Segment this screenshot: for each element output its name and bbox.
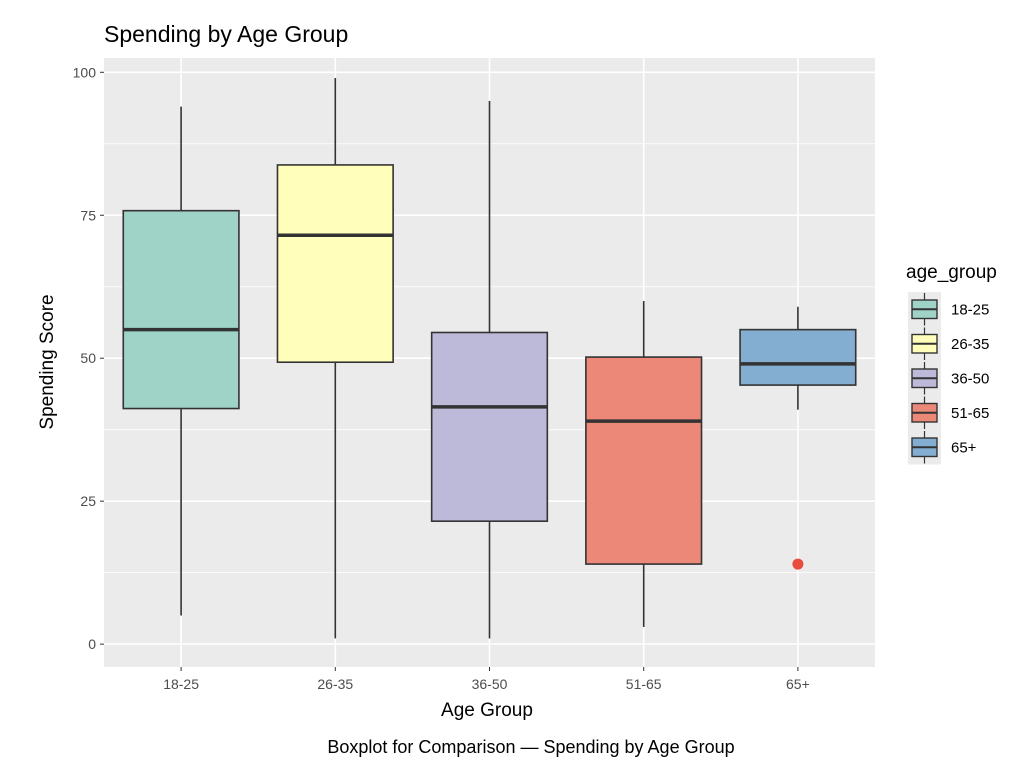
legend-label: 51-65 [951,405,989,422]
legend-title: age_group [906,262,997,283]
box-51-65 [585,301,703,627]
legend-label: 18-25 [951,301,989,318]
chart-caption: Boxplot for Comparison — Spending by Age… [327,737,734,757]
box-iqr [739,328,857,386]
y-tick-label: 75 [80,207,96,223]
box-18-25 [122,106,240,616]
y-tick-label: 25 [80,493,96,509]
box-iqr [276,164,394,364]
y-tick-label: 50 [80,350,96,366]
legend-item-36-50: 36-50 [908,361,989,396]
x-axis-title: Age Group [441,700,533,721]
box-36-50 [430,100,549,639]
box-65+ [739,306,857,570]
legend-item-18-25: 18-25 [908,292,989,327]
y-axis-title: Spending Score [37,294,58,429]
legend-label: 26-35 [951,336,989,353]
y-axis-ticks: 0 25 50 75 100 [73,64,104,652]
x-tick-label: 65+ [786,676,810,692]
y-tick-label: 100 [73,64,97,80]
box-iqr [585,356,703,565]
x-axis-ticks: 18-25 26-35 36-50 51-65 65+ [163,667,810,692]
outlier-point [792,558,804,570]
legend-item-51-65: 51-65 [908,395,989,430]
box-26-35 [276,78,394,639]
legend-label: 65+ [951,439,977,456]
x-tick-label: 18-25 [163,676,199,692]
y-tick-label: 0 [88,636,96,652]
boxes-layer [122,78,857,639]
chart-title: Spending by Age Group [104,21,348,47]
legend: age_group 18-25 26-35 36-50 51-65 65+ [906,262,997,465]
x-tick-label: 36-50 [472,676,508,692]
x-tick-label: 26-35 [317,676,353,692]
legend-item-65+: 65+ [908,430,977,465]
legend-label: 36-50 [951,370,989,387]
x-tick-label: 51-65 [626,676,662,692]
box-iqr [122,209,240,410]
box-iqr [430,331,549,522]
legend-item-26-35: 26-35 [908,326,989,361]
